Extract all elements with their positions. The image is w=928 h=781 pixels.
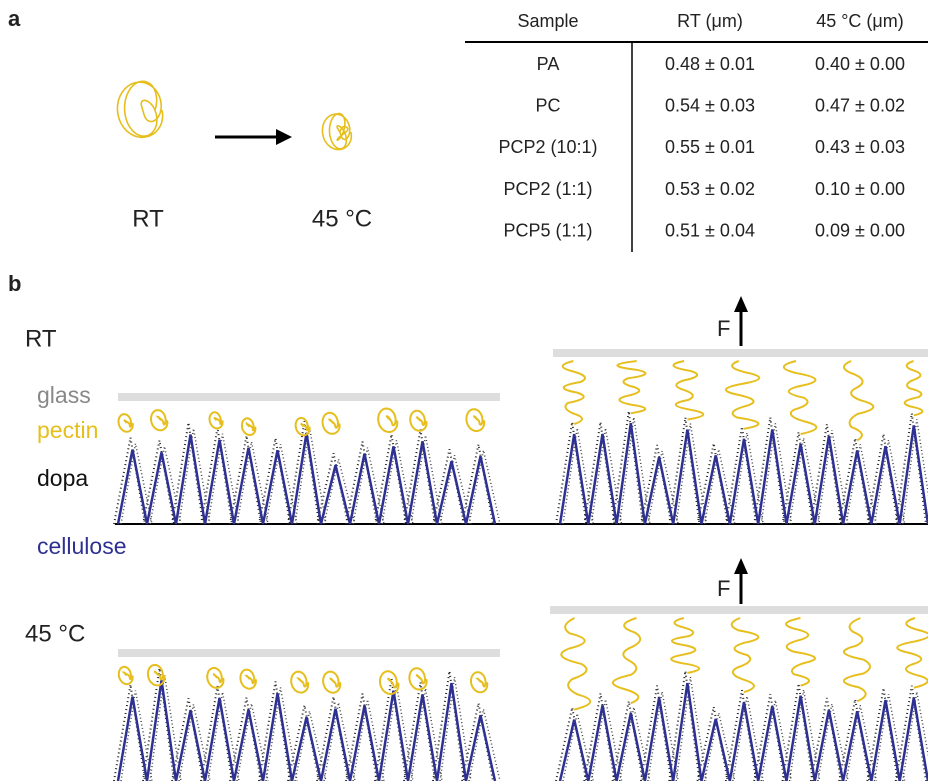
pectin-coil — [409, 409, 428, 432]
legend-cellulose: cellulose — [37, 533, 127, 559]
table-cell: PCP2 (10:1) — [498, 137, 597, 157]
pectin-coil — [239, 668, 257, 690]
legend-glass: glass — [37, 382, 91, 408]
pectin-coil — [377, 407, 399, 434]
pectin-chain — [672, 360, 705, 421]
table-cell: PC — [535, 95, 560, 115]
dopa — [120, 674, 501, 781]
pectin-chain — [561, 360, 587, 426]
panel-label: a — [8, 6, 21, 31]
pectin-coil — [240, 417, 257, 436]
pectin-chain — [782, 360, 818, 436]
force-label: F — [717, 576, 730, 601]
pectin-coil — [117, 413, 134, 433]
coil-label: 45 °C — [312, 205, 372, 232]
pectin-coil — [294, 416, 311, 437]
pectin-chain — [560, 617, 592, 711]
table-header: Sample — [517, 11, 578, 31]
pectin-coil — [321, 411, 341, 435]
pectin-chain — [785, 617, 816, 687]
glass — [118, 393, 500, 401]
cellulose — [558, 682, 928, 781]
coil-label: RT — [132, 205, 164, 232]
dopa — [562, 417, 928, 525]
force-label: F — [717, 316, 730, 341]
glass — [553, 349, 928, 357]
table-cell: PA — [537, 54, 560, 74]
glass — [118, 649, 500, 657]
table-cell: 0.48 ± 0.01 — [665, 54, 755, 74]
pectin-coil — [290, 670, 310, 694]
table-header: RT (μm) — [677, 11, 743, 31]
table-cell: 0.54 ± 0.03 — [665, 95, 755, 115]
pectin-coil — [149, 409, 169, 432]
pectin-chain — [725, 360, 761, 430]
legend-pectin: pectin — [37, 417, 98, 443]
cellulose — [116, 432, 497, 525]
pectin-coil — [117, 665, 134, 686]
pectin-coil — [146, 663, 166, 687]
table-cell: PCP5 (1:1) — [503, 221, 592, 241]
table-cell: 0.10 ± 0.00 — [815, 179, 905, 199]
table-cell: 0.43 ± 0.03 — [815, 137, 905, 157]
pectin-coil — [208, 411, 224, 430]
legend-dopa: dopa — [37, 465, 88, 491]
table-cell: 0.51 ± 0.04 — [665, 221, 755, 241]
table-cell: 0.09 ± 0.00 — [815, 221, 905, 241]
pectin-chain — [903, 360, 924, 417]
pectin-coil — [465, 408, 486, 433]
row-label: RT — [25, 325, 57, 352]
table-cell: 0.47 ± 0.02 — [815, 95, 905, 115]
pectin-chain — [842, 617, 872, 703]
row-label: 45 °C — [25, 620, 85, 647]
pectin-chain — [616, 360, 647, 415]
pectin-chain — [896, 617, 928, 689]
pectin-chain — [670, 617, 701, 674]
table-cell: 0.55 ± 0.01 — [665, 137, 755, 157]
pectin-chain — [843, 360, 875, 442]
force-arrow-head — [734, 296, 748, 312]
pectin-chain — [612, 617, 642, 705]
pectin-coil — [321, 112, 353, 151]
glass — [550, 606, 928, 614]
table-cell: 0.40 ± 0.00 — [815, 54, 905, 74]
table-cell: PCP2 (1:1) — [503, 179, 592, 199]
pectin-coil — [206, 666, 225, 689]
table-header: 45 °C (μm) — [816, 11, 904, 31]
arrow-head — [276, 129, 292, 145]
pectin-coil — [470, 671, 489, 694]
pectin-coil — [408, 667, 428, 691]
dopa — [562, 676, 928, 781]
force-arrow-head — [734, 558, 748, 574]
dopa — [555, 670, 927, 781]
table-cell: 0.53 ± 0.02 — [665, 179, 755, 199]
cellulose — [116, 680, 497, 781]
dopa — [113, 420, 494, 525]
pectin-coil — [379, 670, 400, 696]
panel-label: b — [8, 271, 21, 296]
dopa — [120, 426, 501, 525]
pectin-chain — [730, 617, 760, 694]
pectin-coil — [322, 670, 342, 694]
pectin-coil — [116, 80, 164, 139]
cellulose — [558, 423, 928, 525]
dopa — [113, 668, 494, 781]
